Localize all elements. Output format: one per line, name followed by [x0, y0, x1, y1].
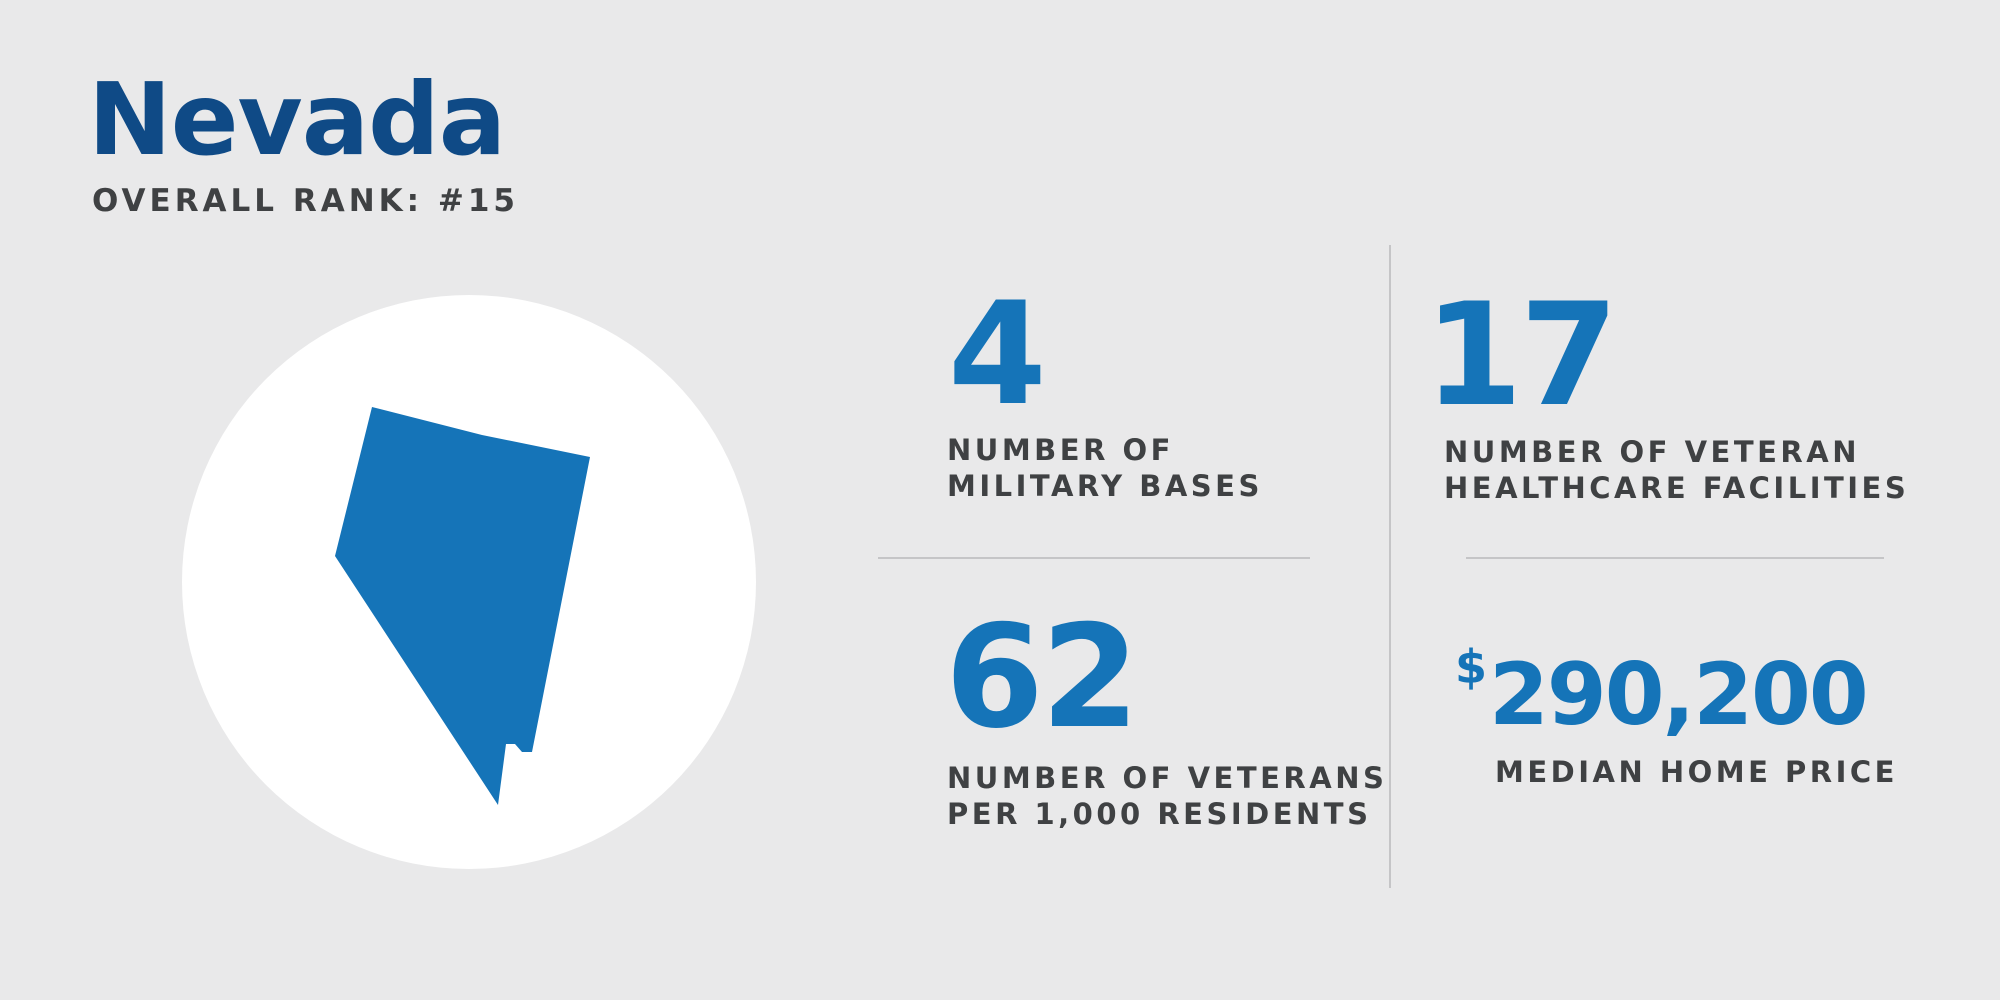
healthcare-facilities-label-line2: HEALTHCARE FACILITIES: [1444, 471, 1910, 505]
horizontal-divider-left: [878, 557, 1310, 559]
horizontal-divider-right: [1466, 557, 1884, 559]
median-home-price-label: MEDIAN HOME PRICE: [1495, 755, 1898, 789]
state-map-circle: [182, 295, 756, 869]
veterans-per-1000-label-line2: PER 1,000 RESIDENTS: [947, 797, 1372, 831]
veterans-per-1000-label: NUMBER OF VETERANS PER 1,000 RESIDENTS: [947, 760, 1387, 832]
vertical-divider: [1389, 245, 1391, 888]
military-bases-label-line1: NUMBER OF: [947, 433, 1174, 467]
veterans-per-1000-label-line1: NUMBER OF VETERANS: [947, 761, 1388, 795]
state-title: Nevada: [88, 61, 506, 178]
healthcare-facilities-value: 17: [1424, 273, 1619, 438]
median-home-price-number: 290,200: [1489, 645, 1869, 745]
healthcare-facilities-label-line1: NUMBER OF VETERAN: [1444, 435, 1860, 469]
military-bases-label: NUMBER OF MILITARY BASES: [947, 432, 1263, 504]
currency-symbol: $: [1455, 640, 1488, 694]
median-home-price-value: $290,200: [1455, 644, 1869, 738]
healthcare-facilities-label: NUMBER OF VETERAN HEALTHCARE FACILITIES: [1444, 434, 1909, 506]
veterans-per-1000-value: 62: [945, 595, 1140, 760]
military-bases-label-line2: MILITARY BASES: [947, 469, 1263, 503]
military-bases-value: 4: [948, 272, 1047, 437]
overall-rank: OVERALL RANK: #15: [92, 183, 519, 219]
